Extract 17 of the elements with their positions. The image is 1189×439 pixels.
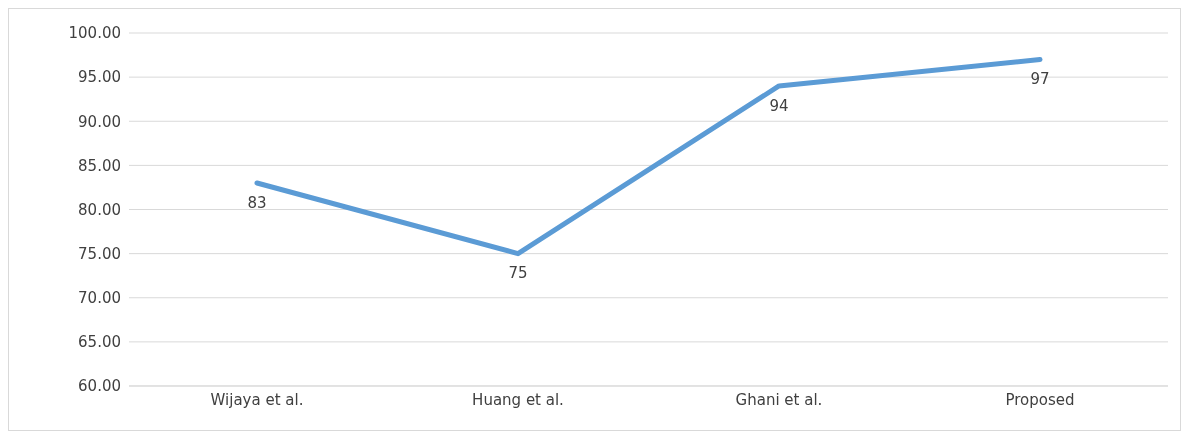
y-tick-label: 60.00 xyxy=(78,377,121,396)
data-label: 97 xyxy=(1030,70,1050,89)
y-tick-label: 70.00 xyxy=(78,289,121,308)
data-label: 94 xyxy=(769,96,789,115)
data-label: 83 xyxy=(247,193,267,212)
x-tick-label: Huang et al. xyxy=(472,390,564,409)
y-tick-label: 85.00 xyxy=(78,156,121,175)
data-label: 75 xyxy=(508,264,528,283)
x-tick-label: Ghani et al. xyxy=(735,390,823,409)
y-tick-label: 75.00 xyxy=(78,244,121,263)
y-tick-label: 80.00 xyxy=(78,200,121,219)
x-tick-label: Proposed xyxy=(1005,390,1075,409)
y-tick-label: 100.00 xyxy=(68,24,121,43)
y-tick-label: 95.00 xyxy=(78,68,121,87)
y-tick-label: 65.00 xyxy=(78,333,121,352)
x-tick-label: Wijaya et al. xyxy=(210,390,304,409)
y-tick-label: 90.00 xyxy=(78,112,121,131)
